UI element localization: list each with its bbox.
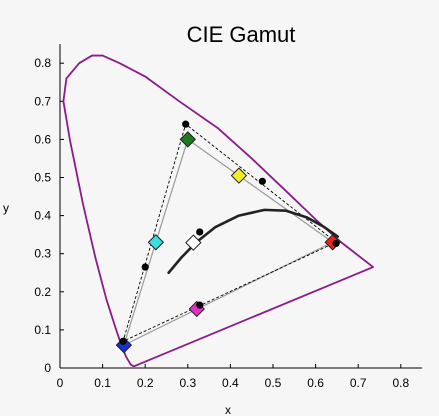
- x-tick-label: 0.1: [94, 376, 111, 390]
- data-point: [258, 177, 266, 185]
- marker-yellow: [230, 167, 248, 184]
- data-point: [196, 301, 204, 309]
- planckian-locus: [167, 208, 340, 275]
- data-point: [182, 120, 190, 128]
- x-tick-label: 0.2: [137, 376, 154, 390]
- x-axis-label: x: [225, 403, 231, 416]
- x-tick-label: 0: [57, 376, 64, 390]
- marker-green: [179, 131, 197, 148]
- y-axis-label: y: [3, 201, 9, 215]
- y-tick-label: 0.5: [34, 171, 51, 185]
- y-tick-label: 0.8: [34, 56, 51, 70]
- data-point: [196, 228, 204, 236]
- marker-cyan: [147, 234, 165, 251]
- y-tick-label: 0.6: [34, 132, 51, 146]
- gamut-triangle-dashed: [122, 123, 337, 343]
- y-tick-label: 0: [44, 361, 51, 375]
- x-tick-label: 0.3: [179, 376, 196, 390]
- data-point: [119, 337, 127, 345]
- chart-title: CIE Gamut: [187, 22, 296, 47]
- y-tick-label: 0.1: [34, 323, 51, 337]
- y-tick-label: 0.2: [34, 285, 51, 299]
- axes: 0 0.1 0.2 0.3 0.4 0.5 0.6 0.7 0.8 0 0.1 0.2 0.3 0.4 0.…: [34, 44, 423, 390]
- x-tick-label: 0.5: [265, 376, 282, 390]
- spectral-locus: [62, 54, 375, 367]
- x-tick-label: 0.4: [222, 376, 239, 390]
- y-tick-label: 0.4: [34, 209, 51, 223]
- x-tick-label: 0.6: [307, 376, 324, 390]
- data-point: [141, 263, 149, 271]
- marker-white: [185, 234, 202, 251]
- x-tick-label: 0.8: [392, 376, 409, 390]
- y-tick-label: 0.7: [34, 94, 51, 108]
- data-point: [332, 239, 340, 248]
- plot-area: [62, 54, 375, 367]
- y-tick-label: 0.3: [34, 247, 51, 261]
- x-tick-label: 0.7: [350, 376, 367, 390]
